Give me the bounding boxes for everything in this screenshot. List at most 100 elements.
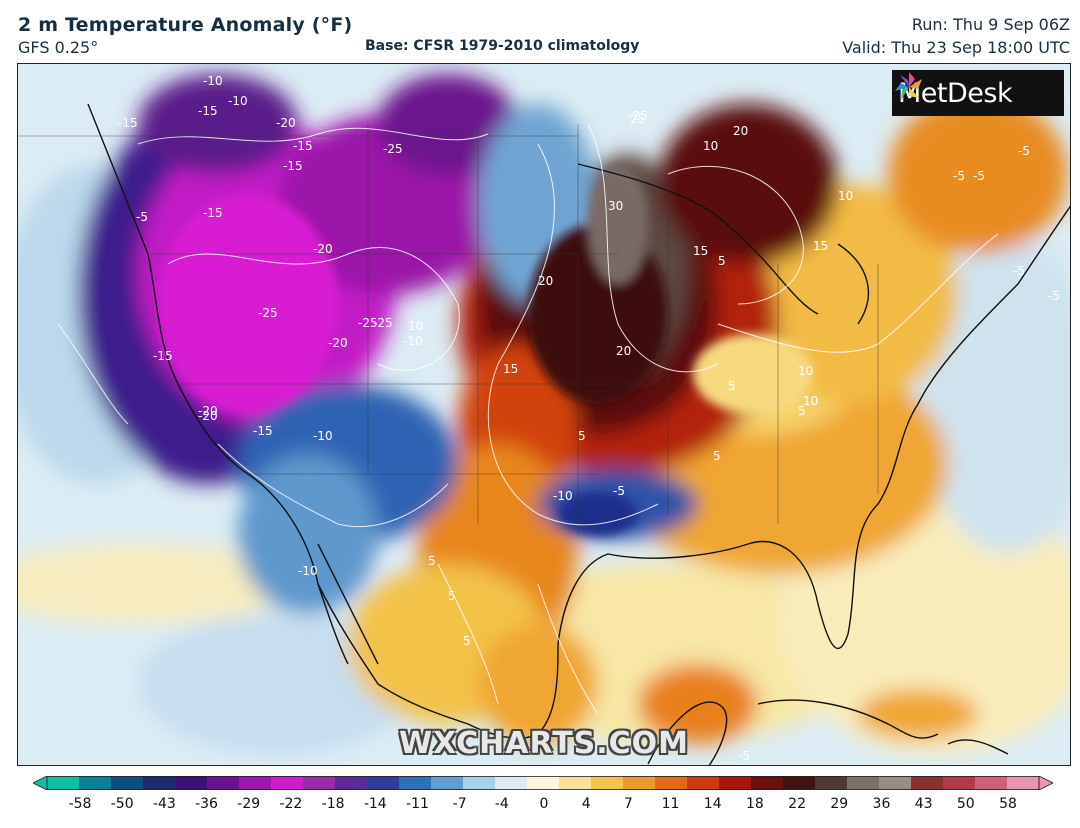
contour-label: -10 (298, 564, 318, 578)
colorbar-tick-label: -43 (152, 796, 176, 812)
contour-label: -5 (738, 749, 750, 763)
run-time: Run: Thu 9 Sep 06Z (911, 15, 1070, 34)
contour-label: -5 (973, 169, 985, 183)
contour-label: -25 (373, 316, 393, 330)
contour-label: 15 (693, 244, 709, 258)
colorbar-tick-label: -7 (452, 796, 467, 812)
colorbar-segment (911, 776, 944, 790)
colorbar-segment (239, 776, 272, 790)
contour-label: 25 (630, 112, 646, 126)
colorbar-tick-label: -11 (406, 796, 429, 812)
colorbar-segment (175, 776, 208, 790)
anomaly-map: MetDesk -10 -15 -10 -15 -15 -20 -15 -25 -15 -20 -2… (17, 63, 1071, 766)
colorbar-tick-label: 29 (830, 796, 849, 812)
contour-label: -25 (258, 306, 278, 320)
contour-label: -20 (198, 404, 218, 418)
contour-label: 20 (616, 344, 632, 358)
color-scale-bar (33, 776, 1053, 790)
contour-label: -15 (253, 424, 273, 438)
contour-label: 10 (408, 319, 424, 333)
contour-label: -5 (1018, 144, 1030, 158)
colorbar-segment (303, 776, 336, 790)
colorbar-segment (751, 776, 784, 790)
contour-label: -5 (1048, 289, 1060, 303)
colorbar-segment (719, 776, 752, 790)
contour-label: 5 (728, 379, 736, 393)
contour-label: -15 (198, 104, 218, 118)
contour-label: -10 (203, 74, 223, 88)
colorbar-tick-label: 18 (745, 796, 764, 812)
colorbar-tick-label: 0 (539, 796, 549, 812)
colorbar-segment (143, 776, 176, 790)
colorbar-tick-label: -4 (494, 796, 509, 812)
colorbar-max-arrow (1038, 776, 1053, 790)
contour-label: -25 (383, 142, 403, 156)
colorbar-tick-label: 4 (581, 796, 591, 812)
colorbar-tick-label: -58 (68, 796, 92, 812)
colorbar-tick-label: 7 (623, 796, 633, 812)
colorbar-segment (655, 776, 688, 790)
colorbar-segment (591, 776, 624, 790)
colorbar-segment (559, 776, 592, 790)
colorbar-segment (687, 776, 720, 790)
metdesk-logo: MetDesk (892, 70, 1064, 116)
colorbar-tick-label: 11 (661, 796, 680, 812)
color-scale-ticks: -58 -50 -43 -36 -29 -22 -18 -14 -11 -7 -4 0 4 7 11 14 18… (0, 796, 1080, 818)
contour-label: -15 (283, 159, 303, 173)
contour-label: 5 (578, 429, 586, 443)
colorbar-tick-label: -14 (363, 796, 387, 812)
contour-label: -10 (228, 94, 248, 108)
colorbar-segment (431, 776, 464, 790)
colorbar-tick-label: -22 (279, 796, 303, 812)
colorbar-segment (367, 776, 400, 790)
contour-label: -5 (136, 210, 148, 224)
model-label: GFS 0.25° (18, 38, 99, 57)
contour-label: 5 (798, 404, 806, 418)
chart-title: 2 m Temperature Anomaly (°F) (18, 14, 353, 36)
colorbar-segment (495, 776, 528, 790)
contour-label: 10 (798, 364, 814, 378)
contour-label: -15 (118, 116, 138, 130)
contour-label: -20 (328, 336, 348, 350)
contour-label: 20 (538, 274, 554, 288)
contour-label: -20 (198, 409, 218, 423)
contour-label: -5 (953, 169, 965, 183)
colorbar-segment (879, 776, 912, 790)
contour-label: -5 (613, 484, 625, 498)
contour-label: -20 (313, 242, 333, 256)
contour-label: 5 (428, 554, 436, 568)
contour-label: -10 (313, 429, 333, 443)
colorbar-tick-label: 58 (999, 796, 1017, 812)
colorbar-segment (943, 776, 976, 790)
colorbar-segment (1007, 776, 1040, 790)
climatology-base: Base: CFSR 1979-2010 climatology (365, 38, 640, 54)
contour-label: -20 (276, 116, 296, 130)
valid-time: Valid: Thu 23 Sep 18:00 UTC (842, 38, 1070, 57)
colorbar-segment (815, 776, 848, 790)
colorbar-segment (783, 776, 816, 790)
contour-label: 5 (718, 254, 726, 268)
contour-label: 10 (838, 189, 854, 203)
colorbar-tick-label: 14 (703, 796, 722, 812)
colorbar-tick-label: 22 (788, 796, 806, 812)
colorbar-tick-label: -50 (110, 796, 134, 812)
contour-label: 10 (703, 139, 719, 153)
colorbar-segment (463, 776, 496, 790)
contour-label: 5 (463, 634, 471, 648)
contour-label: -15 (153, 349, 173, 363)
colorbar-segment (335, 776, 368, 790)
colorbar-tick-label: 36 (872, 796, 891, 812)
colorbar-segment (79, 776, 112, 790)
contour-label: 15 (813, 239, 829, 253)
colorbar-segment (399, 776, 432, 790)
colorbar-segment (847, 776, 880, 790)
contour-label: -15 (203, 206, 223, 220)
colorbar-tick-label: 43 (914, 796, 933, 812)
contour-label: 20 (733, 124, 749, 138)
colorbar-tick-label: -18 (321, 796, 345, 812)
contour-label: -10 (403, 334, 423, 348)
colorbar-segment (111, 776, 144, 790)
watermark: WXCHARTS.COM (398, 726, 690, 761)
colorbar-tick-label: -29 (237, 796, 261, 812)
contour-label: -5 (1013, 264, 1025, 278)
